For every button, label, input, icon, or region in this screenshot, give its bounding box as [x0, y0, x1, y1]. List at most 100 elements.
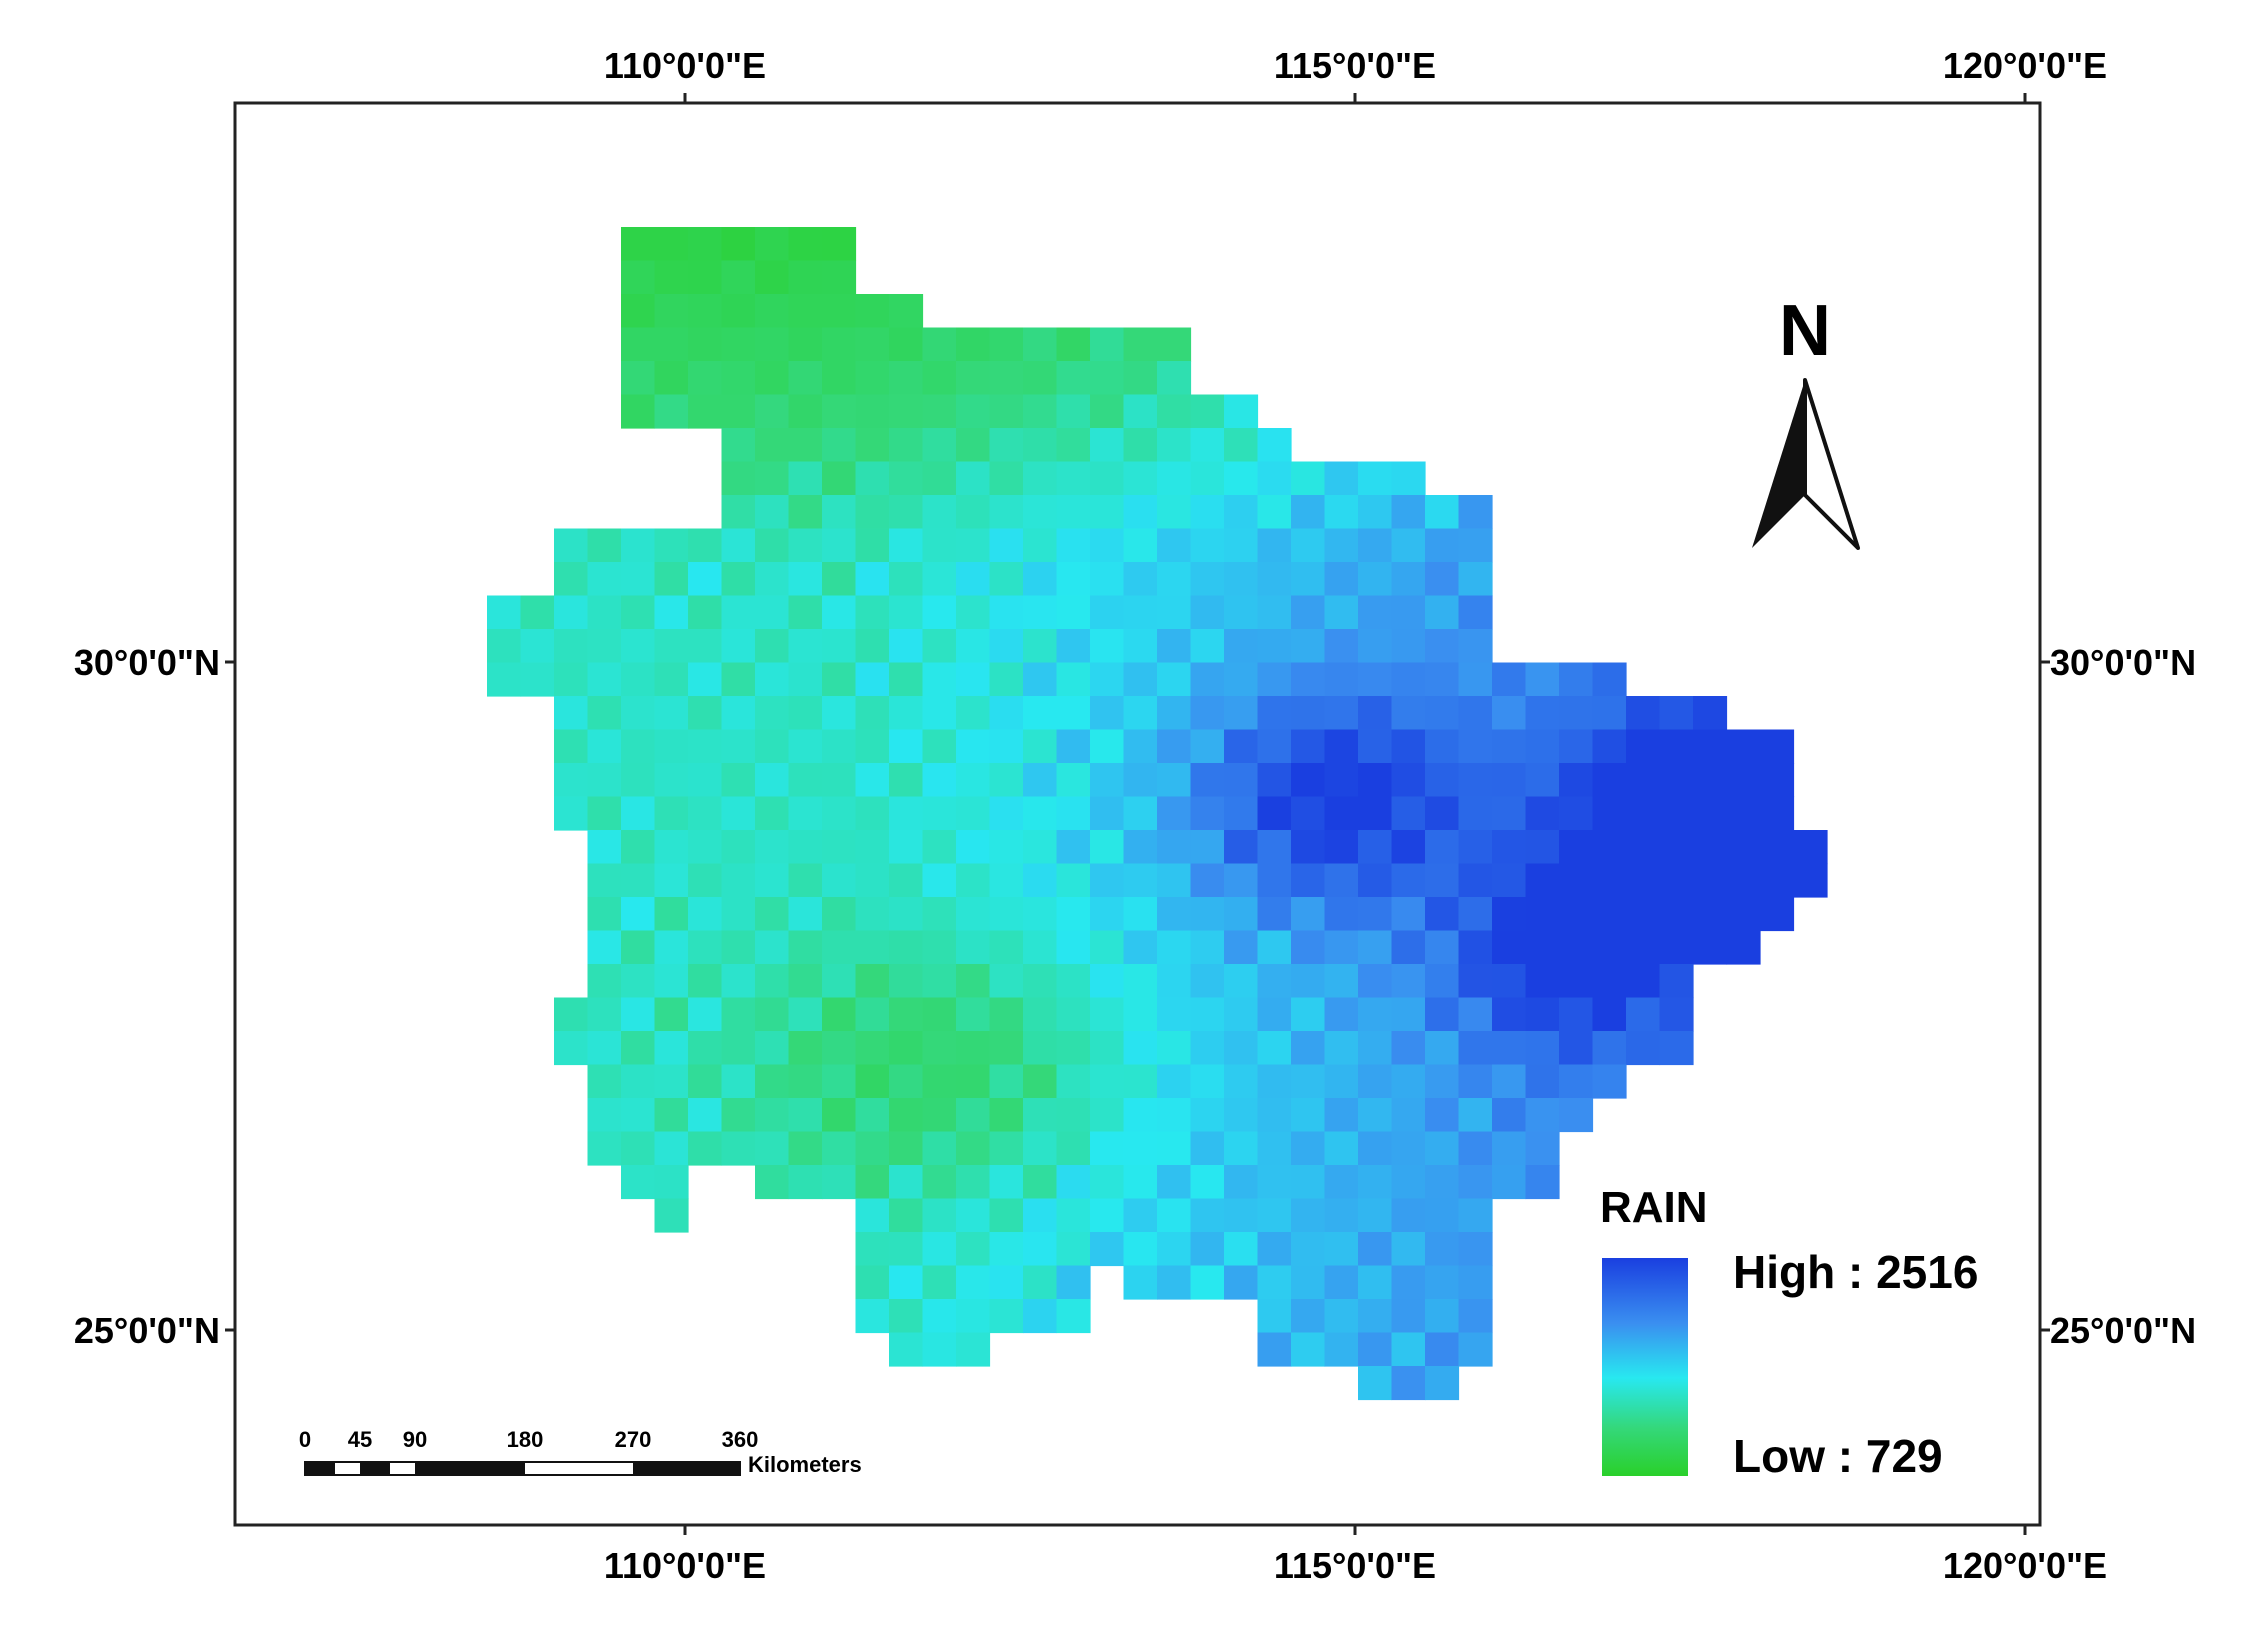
raster-cell — [654, 361, 689, 396]
raster-cell — [1358, 1131, 1393, 1166]
raster-cell — [1391, 930, 1426, 965]
raster-cell — [654, 796, 689, 831]
raster-cell — [1023, 394, 1058, 429]
raster-cell — [654, 1064, 689, 1099]
raster-cell — [1257, 1165, 1292, 1200]
raster-cell — [721, 428, 756, 463]
raster-cell — [1425, 863, 1460, 898]
raster-cell — [1425, 595, 1460, 630]
raster-cell — [1056, 930, 1091, 965]
scale-bar-segment — [415, 1462, 525, 1475]
raster-cell — [822, 964, 857, 999]
raster-cell — [956, 1098, 991, 1133]
raster-cell — [956, 1299, 991, 1334]
raster-cell — [1693, 863, 1728, 898]
raster-cell — [1157, 595, 1192, 630]
raster-cell — [621, 897, 656, 932]
raster-cell — [688, 729, 723, 764]
raster-cell — [822, 796, 857, 831]
raster-cell — [1023, 997, 1058, 1032]
raster-cell — [1257, 796, 1292, 831]
raster-cell — [654, 629, 689, 664]
raster-cell — [1090, 528, 1125, 563]
raster-cell — [1257, 595, 1292, 630]
raster-cell — [1090, 830, 1125, 865]
raster-cell — [1659, 897, 1694, 932]
raster-cell — [1090, 595, 1125, 630]
raster-cell — [922, 662, 957, 697]
raster-cell — [1324, 1332, 1359, 1367]
raster-cell — [621, 394, 656, 429]
raster-cell — [1525, 897, 1560, 932]
raster-cell — [1056, 964, 1091, 999]
raster-cell — [621, 595, 656, 630]
raster-cell — [1391, 562, 1426, 597]
raster-cell — [1592, 997, 1627, 1032]
raster-cell — [1358, 763, 1393, 798]
raster-cell — [721, 294, 756, 329]
raster-cell — [1123, 863, 1158, 898]
raster-cell — [721, 796, 756, 831]
raster-cell — [688, 260, 723, 295]
raster-cell — [855, 1265, 890, 1300]
legend: RAIN High : 2516 Low : 729 — [1600, 1183, 1978, 1482]
raster-cell — [1157, 763, 1192, 798]
raster-cell — [755, 495, 790, 530]
raster-cell — [788, 495, 823, 530]
raster-cell — [1391, 1165, 1426, 1200]
raster-cell — [1190, 830, 1225, 865]
raster-cell — [1391, 461, 1426, 496]
scale-tick-label: 180 — [507, 1427, 544, 1452]
raster-cell — [1793, 830, 1828, 865]
raster-cell — [1559, 863, 1594, 898]
raster-cell — [1157, 1165, 1192, 1200]
raster-cell — [1123, 930, 1158, 965]
raster-cell — [721, 1031, 756, 1066]
raster-cell — [1391, 796, 1426, 831]
raster-cell — [721, 461, 756, 496]
raster-cell — [1257, 629, 1292, 664]
raster-cell — [1358, 830, 1393, 865]
raster-cell — [1425, 930, 1460, 965]
raster-cell — [1190, 629, 1225, 664]
raster-cell — [989, 863, 1024, 898]
raster-cell — [1023, 361, 1058, 396]
raster-cell — [1190, 1098, 1225, 1133]
raster-cell — [889, 1165, 924, 1200]
raster-cell — [1358, 729, 1393, 764]
raster-cell — [1391, 1265, 1426, 1300]
raster-cell — [587, 796, 622, 831]
raster-cell — [688, 964, 723, 999]
raster-cell — [587, 1064, 622, 1099]
raster-cell — [855, 830, 890, 865]
raster-cell — [956, 1064, 991, 1099]
raster-cell — [621, 796, 656, 831]
raster-cell — [922, 1165, 957, 1200]
raster-cell — [688, 696, 723, 731]
raster-cell — [1324, 1064, 1359, 1099]
raster-cell — [1592, 964, 1627, 999]
raster-cell — [1257, 428, 1292, 463]
raster-cell — [1123, 595, 1158, 630]
raster-cell — [755, 294, 790, 329]
raster-cell — [1425, 562, 1460, 597]
raster-cell — [1190, 1131, 1225, 1166]
raster-cell — [1123, 763, 1158, 798]
raster-cell — [1324, 1265, 1359, 1300]
raster-cell — [1391, 830, 1426, 865]
legend-color-ramp — [1602, 1258, 1688, 1476]
raster-cell — [721, 495, 756, 530]
raster-cell — [587, 930, 622, 965]
raster-cell — [654, 260, 689, 295]
raster-cell — [1090, 1064, 1125, 1099]
raster-cell — [1358, 964, 1393, 999]
raster-cell — [1525, 796, 1560, 831]
raster-cell — [1324, 528, 1359, 563]
raster-cell — [1257, 964, 1292, 999]
raster-cell — [889, 629, 924, 664]
raster-cell — [654, 997, 689, 1032]
raster-cell — [822, 629, 857, 664]
raster-cell — [889, 327, 924, 362]
raster-cell — [1525, 1131, 1560, 1166]
